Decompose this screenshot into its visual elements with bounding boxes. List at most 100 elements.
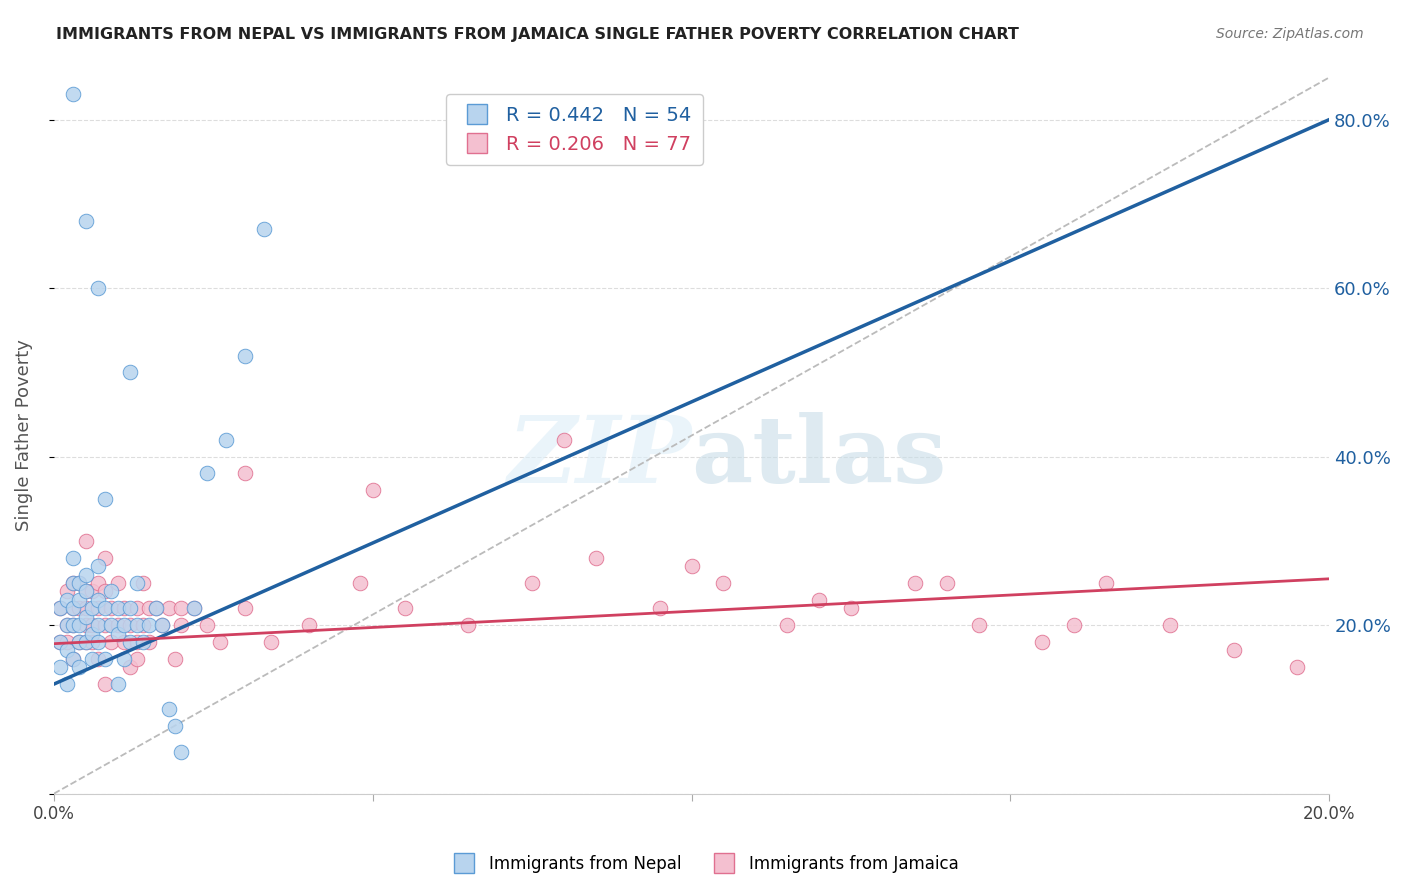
Point	[1159, 618, 1181, 632]
Point	[62, 550, 84, 565]
Point	[67, 635, 90, 649]
Point	[62, 652, 84, 666]
Point	[361, 483, 384, 498]
Point	[94, 652, 117, 666]
Point	[145, 601, 167, 615]
Text: atlas: atlas	[692, 412, 946, 502]
Point	[94, 601, 117, 615]
Point	[55, 584, 77, 599]
Point	[49, 601, 72, 615]
Point	[75, 584, 97, 599]
Point	[49, 635, 72, 649]
Point	[1063, 618, 1085, 632]
Point	[62, 618, 84, 632]
Point	[1095, 576, 1118, 591]
Point	[120, 635, 142, 649]
Point	[935, 576, 957, 591]
Point	[62, 576, 84, 591]
Point	[132, 635, 155, 649]
Point	[107, 601, 129, 615]
Point	[87, 559, 110, 574]
Point	[100, 635, 122, 649]
Point	[94, 491, 117, 506]
Y-axis label: Single Father Poverty: Single Father Poverty	[15, 340, 32, 532]
Point	[260, 635, 283, 649]
Point	[49, 635, 72, 649]
Point	[62, 601, 84, 615]
Point	[967, 618, 990, 632]
Point	[157, 601, 180, 615]
Point	[183, 601, 205, 615]
Point	[87, 281, 110, 295]
Point	[112, 618, 135, 632]
Point	[75, 635, 97, 649]
Text: IMMIGRANTS FROM NEPAL VS IMMIGRANTS FROM JAMAICA SINGLE FATHER POVERTY CORRELATI: IMMIGRANTS FROM NEPAL VS IMMIGRANTS FROM…	[56, 27, 1019, 42]
Point	[170, 618, 193, 632]
Point	[138, 618, 160, 632]
Point	[75, 584, 97, 599]
Point	[163, 652, 186, 666]
Point	[1031, 635, 1053, 649]
Point	[49, 601, 72, 615]
Legend: Immigrants from Nepal, Immigrants from Jamaica: Immigrants from Nepal, Immigrants from J…	[441, 848, 965, 880]
Point	[150, 618, 173, 632]
Point	[107, 626, 129, 640]
Point	[553, 433, 575, 447]
Point	[82, 601, 104, 615]
Point	[94, 677, 117, 691]
Point	[100, 584, 122, 599]
Point	[808, 592, 831, 607]
Point	[55, 677, 77, 691]
Point	[62, 576, 84, 591]
Point	[125, 618, 148, 632]
Point	[87, 592, 110, 607]
Point	[75, 618, 97, 632]
Point	[233, 601, 256, 615]
Point	[67, 601, 90, 615]
Point	[112, 652, 135, 666]
Point	[75, 213, 97, 227]
Point	[713, 576, 735, 591]
Point	[195, 618, 218, 632]
Point	[82, 635, 104, 649]
Point	[75, 533, 97, 548]
Point	[87, 635, 110, 649]
Point	[681, 559, 703, 574]
Point	[132, 576, 155, 591]
Point	[94, 584, 117, 599]
Point	[170, 745, 193, 759]
Point	[298, 618, 321, 632]
Point	[55, 635, 77, 649]
Point	[67, 576, 90, 591]
Point	[125, 635, 148, 649]
Point	[94, 618, 117, 632]
Point	[125, 576, 148, 591]
Point	[520, 576, 543, 591]
Point	[183, 601, 205, 615]
Point	[67, 576, 90, 591]
Point	[94, 550, 117, 565]
Point	[457, 618, 479, 632]
Point	[145, 601, 167, 615]
Point	[107, 576, 129, 591]
Point	[67, 592, 90, 607]
Point	[62, 601, 84, 615]
Point	[839, 601, 862, 615]
Point	[1286, 660, 1309, 674]
Point	[215, 433, 238, 447]
Point	[82, 584, 104, 599]
Legend: R = 0.442   N = 54, R = 0.206   N = 77: R = 0.442 N = 54, R = 0.206 N = 77	[446, 95, 703, 165]
Point	[163, 719, 186, 733]
Point	[49, 660, 72, 674]
Point	[120, 660, 142, 674]
Point	[138, 601, 160, 615]
Point	[776, 618, 799, 632]
Point	[125, 601, 148, 615]
Point	[112, 635, 135, 649]
Point	[55, 618, 77, 632]
Point	[394, 601, 416, 615]
Point	[138, 635, 160, 649]
Point	[87, 601, 110, 615]
Point	[62, 652, 84, 666]
Point	[120, 365, 142, 379]
